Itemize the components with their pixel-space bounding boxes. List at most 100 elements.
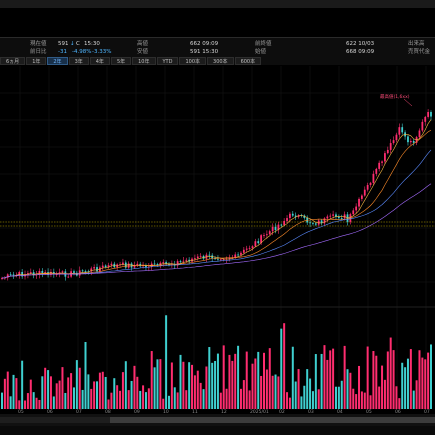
period-button[interactable]: 100本: [179, 56, 207, 65]
volume-bar: [41, 376, 44, 409]
volume-bar: [242, 380, 245, 409]
volume-bar: [110, 392, 113, 409]
candle-body: [153, 263, 156, 265]
prev-close-label: 前終値: [255, 41, 272, 47]
volume-bar: [44, 367, 47, 409]
candle-body: [303, 215, 306, 218]
period-selector: 6ヵ月 1年 2年 3年 4年 5年 10年 YTD 100本 300本 600本: [0, 56, 435, 65]
volume-bar: [383, 379, 386, 409]
volume-bar: [1, 392, 3, 409]
period-button[interactable]: 1年: [26, 56, 47, 65]
candle-body: [386, 149, 389, 154]
volume-bar: [245, 351, 248, 409]
candle-body: [90, 268, 93, 272]
header-band: [0, 8, 435, 36]
candle-body: [231, 257, 234, 259]
scrollbar-thumb[interactable]: [110, 417, 435, 423]
volume-bar: [311, 391, 314, 409]
volume-bar: [124, 361, 127, 409]
volume-bar: [265, 369, 268, 409]
volume-bar: [176, 392, 179, 409]
period-button[interactable]: 6ヵ月: [0, 56, 26, 65]
volume-bar: [314, 354, 317, 409]
volume-bar: [427, 352, 430, 409]
volume-bar: [98, 372, 101, 409]
volume-bar: [349, 372, 352, 409]
candle-body: [263, 235, 265, 236]
price-chart[interactable]: 最高値(1,6xx) 05 06 07 08 09 10 11 12 2025/01 02 03 04 0…: [0, 66, 435, 414]
candle-body: [375, 168, 378, 174]
period-button[interactable]: YTD: [156, 56, 179, 65]
period-button[interactable]: 600本: [234, 56, 262, 65]
period-button[interactable]: 4年: [89, 56, 110, 65]
volume-bar: [119, 390, 122, 409]
candle-body: [1, 277, 3, 279]
volume-bar: [9, 396, 12, 409]
status-bar: [0, 426, 435, 435]
candle-body: [283, 220, 286, 225]
volume-bar: [372, 351, 375, 409]
volume-bar: [144, 392, 147, 409]
current-price-label: 現在値: [30, 41, 47, 47]
candle-body: [214, 258, 216, 260]
volume-bar: [55, 383, 58, 409]
candle-body: [67, 276, 70, 278]
volume-bar: [237, 345, 240, 409]
volume-bar: [352, 388, 355, 409]
candle-body: [360, 195, 363, 199]
period-button[interactable]: 3年: [68, 56, 89, 65]
candle-body: [78, 270, 81, 276]
candle-body: [41, 270, 44, 274]
candle-body: [199, 255, 202, 257]
volume-bar: [18, 400, 21, 409]
candle-body: [389, 143, 392, 150]
low-value: 591 15:30: [190, 49, 219, 55]
volume-bar: [208, 347, 211, 409]
candle-body: [312, 223, 314, 225]
candle-body: [248, 248, 251, 249]
candle-body: [104, 265, 107, 267]
candle-body: [418, 130, 421, 138]
candle-body: [119, 264, 121, 266]
volume-bar: [303, 385, 306, 409]
period-button[interactable]: 10年: [132, 56, 156, 65]
volume-bar: [415, 380, 418, 409]
volume-bar: [167, 395, 170, 409]
volume-bar: [401, 362, 404, 409]
close-mark: C: [76, 41, 80, 47]
volume-bar: [404, 367, 407, 409]
volume-bar: [260, 375, 263, 409]
volume-bar: [70, 373, 73, 409]
window-top-bar: [0, 0, 435, 8]
volume-bar: [211, 362, 214, 409]
candle-body: [110, 263, 113, 266]
candle-body: [424, 116, 427, 122]
candle-body: [156, 264, 159, 266]
volume-bar: [52, 396, 55, 409]
period-button[interactable]: 2年: [47, 56, 68, 65]
volume-bar: [136, 376, 139, 409]
volume-bar: [317, 389, 320, 409]
volume-label: 出来高: [408, 41, 425, 47]
volume-bar: [306, 369, 309, 409]
candle-body: [234, 254, 237, 258]
volume-bar: [320, 353, 323, 409]
volume-bar: [271, 375, 274, 409]
volume-bar: [147, 388, 150, 409]
volume-bar: [6, 371, 9, 409]
volume-bar: [38, 399, 41, 409]
volume-bar: [228, 354, 231, 409]
chart-scrollbar[interactable]: [0, 414, 435, 426]
volume-bar: [291, 346, 294, 409]
open-label: 始値: [255, 49, 267, 55]
volume-bar: [268, 348, 271, 409]
x-tick-label: 06: [47, 409, 53, 414]
volume-bar: [381, 365, 384, 409]
candle-body: [337, 216, 340, 219]
period-button[interactable]: 300本: [207, 56, 234, 65]
volume-bar: [121, 372, 124, 409]
volume-bar: [96, 381, 99, 409]
period-button[interactable]: 5年: [110, 56, 132, 65]
volume-bar: [375, 355, 378, 409]
low-label: 安値: [137, 49, 149, 55]
